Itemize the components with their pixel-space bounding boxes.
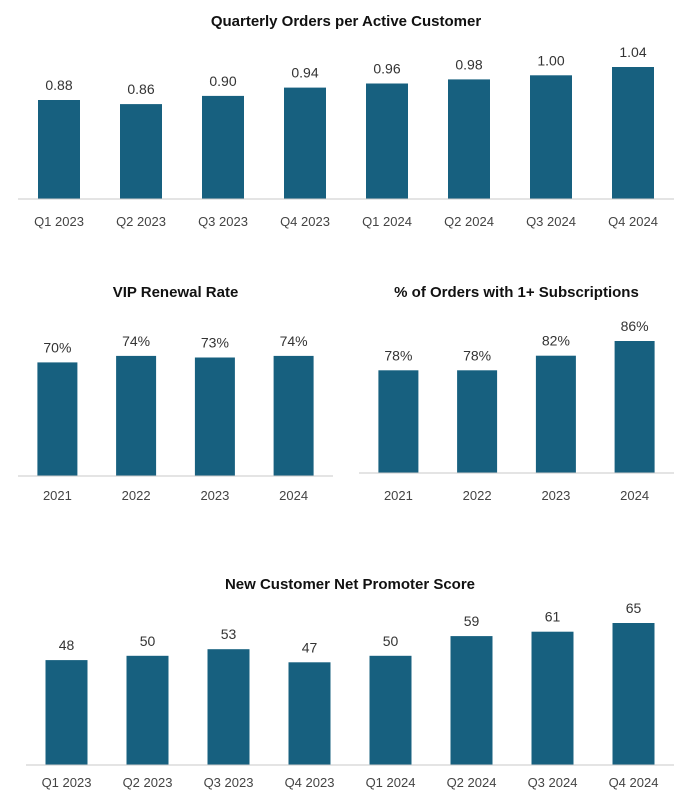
nps-tick-label: Q2 2024 bbox=[447, 775, 497, 790]
chart-new-customer-nps: New Customer Net Promoter Score 48 Q1 2023… bbox=[26, 576, 674, 790]
vip-data-label: 73% bbox=[201, 335, 229, 351]
chart-vip-renewal-rate: VIP Renewal Rate 70% 2021 74% 2022 73% 2023 74%… bbox=[18, 284, 333, 503]
nps-data-label: 65 bbox=[626, 600, 642, 616]
subs-tick-label: 2022 bbox=[463, 488, 492, 503]
nps-tick-label: Q3 2023 bbox=[204, 775, 254, 790]
orders-bar bbox=[448, 79, 490, 199]
subs-tick-label: 2023 bbox=[541, 488, 570, 503]
orders-data-label: 0.90 bbox=[209, 73, 236, 89]
nps-data-label: 50 bbox=[140, 633, 156, 649]
subs-bar bbox=[535, 355, 576, 473]
nps-data-label: 53 bbox=[221, 626, 237, 642]
orders-tick-label: Q3 2024 bbox=[526, 214, 576, 229]
orders-tick-label: Q4 2024 bbox=[608, 214, 658, 229]
vip-tick-label: 2021 bbox=[43, 488, 72, 503]
vip-tick-label: 2022 bbox=[122, 488, 151, 503]
orders-data-label: 0.86 bbox=[127, 81, 154, 97]
orders-data-label: 0.96 bbox=[373, 61, 400, 77]
nps-bar bbox=[369, 655, 412, 765]
orders-bar bbox=[284, 87, 326, 199]
nps-data-label: 61 bbox=[545, 609, 561, 625]
vip-bar bbox=[194, 357, 235, 476]
orders-tick-label: Q2 2023 bbox=[116, 214, 166, 229]
subs-tick-label: 2021 bbox=[384, 488, 413, 503]
vip-chart-title: VIP Renewal Rate bbox=[113, 284, 239, 301]
subs-data-label: 78% bbox=[463, 347, 491, 363]
orders-chart-title: Quarterly Orders per Active Customer bbox=[211, 13, 482, 30]
nps-tick-label: Q3 2024 bbox=[528, 775, 578, 790]
orders-bar bbox=[366, 83, 408, 199]
nps-data-label: 48 bbox=[59, 637, 75, 653]
chart-subscription-orders: % of Orders with 1+ Subscriptions 78% 2021… bbox=[359, 284, 674, 503]
nps-chart-title: New Customer Net Promoter Score bbox=[225, 576, 475, 593]
nps-tick-label: Q1 2023 bbox=[42, 775, 92, 790]
orders-tick-label: Q4 2023 bbox=[280, 214, 330, 229]
orders-bar bbox=[120, 104, 162, 199]
orders-tick-label: Q2 2024 bbox=[444, 214, 494, 229]
nps-bar bbox=[45, 660, 88, 765]
nps-bar bbox=[450, 636, 493, 765]
orders-data-label: 0.98 bbox=[455, 56, 482, 72]
subs-data-label: 82% bbox=[542, 333, 570, 349]
orders-bar bbox=[38, 100, 80, 199]
orders-data-label: 0.88 bbox=[45, 77, 72, 93]
orders-tick-label: Q3 2023 bbox=[198, 214, 248, 229]
chart-orders-per-customer: Quarterly Orders per Active Customer 0.88… bbox=[18, 13, 674, 229]
subs-bar bbox=[378, 370, 419, 473]
nps-bar bbox=[126, 655, 169, 765]
orders-data-label: 0.94 bbox=[291, 65, 318, 81]
nps-tick-label: Q4 2023 bbox=[285, 775, 335, 790]
subs-bar bbox=[457, 370, 498, 473]
vip-data-label: 74% bbox=[122, 333, 150, 349]
orders-data-label: 1.04 bbox=[619, 44, 646, 60]
vip-tick-label: 2023 bbox=[200, 488, 229, 503]
vip-data-label: 70% bbox=[43, 339, 71, 355]
nps-data-label: 47 bbox=[302, 639, 318, 655]
orders-bar bbox=[202, 95, 244, 199]
orders-data-label: 1.00 bbox=[537, 52, 564, 68]
subs-bar bbox=[614, 341, 655, 473]
nps-bar bbox=[288, 662, 331, 765]
orders-bar bbox=[612, 67, 654, 199]
nps-tick-label: Q1 2024 bbox=[366, 775, 416, 790]
nps-bar bbox=[531, 631, 574, 765]
subs-data-label: 78% bbox=[384, 347, 412, 363]
nps-tick-label: Q2 2023 bbox=[123, 775, 173, 790]
vip-tick-label: 2024 bbox=[279, 488, 308, 503]
orders-tick-label: Q1 2024 bbox=[362, 214, 412, 229]
subs-chart-title: % of Orders with 1+ Subscriptions bbox=[394, 284, 639, 301]
nps-data-label: 50 bbox=[383, 633, 399, 649]
subs-data-label: 86% bbox=[621, 318, 649, 334]
vip-bar bbox=[273, 355, 314, 476]
vip-data-label: 74% bbox=[280, 333, 308, 349]
vip-bar bbox=[37, 362, 78, 476]
orders-tick-label: Q1 2023 bbox=[34, 214, 84, 229]
subs-tick-label: 2024 bbox=[620, 488, 649, 503]
nps-data-label: 59 bbox=[464, 613, 480, 629]
nps-bar bbox=[612, 623, 655, 765]
nps-tick-label: Q4 2024 bbox=[609, 775, 659, 790]
vip-bar bbox=[116, 355, 157, 476]
nps-bar bbox=[207, 649, 250, 765]
orders-bar bbox=[530, 75, 572, 200]
